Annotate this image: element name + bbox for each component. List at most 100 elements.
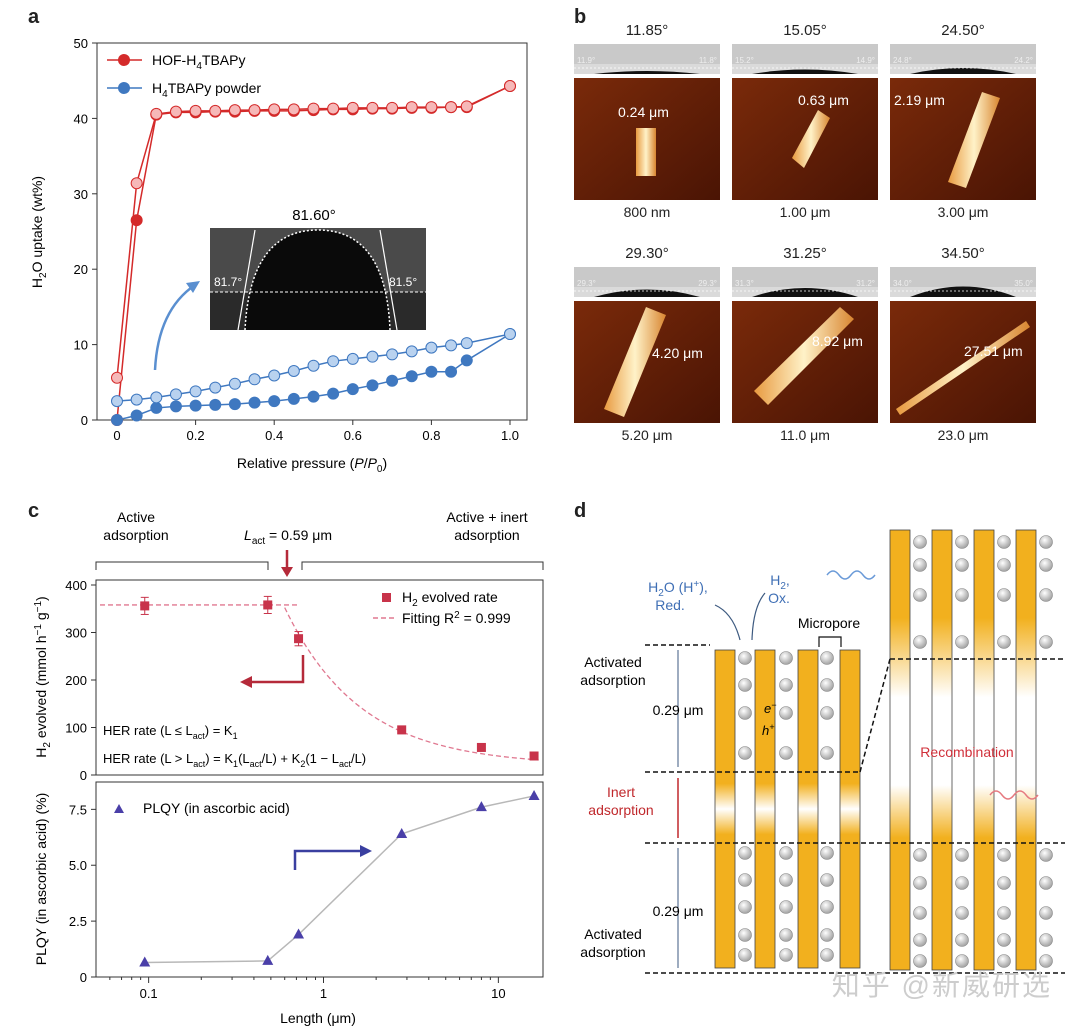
y-tick-label: 2.5 (69, 914, 87, 929)
data-point (405, 345, 418, 358)
data-point (346, 383, 359, 396)
micropore (955, 848, 969, 862)
data-point (130, 409, 143, 422)
plqy-point (396, 827, 408, 838)
micropore (779, 948, 793, 962)
label-micropore: Micropore (798, 615, 860, 631)
fit-curve (284, 607, 539, 761)
x-tick-label: 1 (320, 986, 327, 1001)
afm-height-image (890, 78, 1036, 200)
micropore (913, 588, 927, 602)
data-point (169, 105, 182, 118)
crystal-rod (714, 649, 736, 969)
micropore (738, 928, 752, 942)
micropore (955, 933, 969, 947)
legend-plqy: PLQY (in ascorbic acid) (143, 800, 290, 816)
scale-bar-label: 3.00 μm (890, 204, 1036, 220)
micropore (997, 848, 1011, 862)
afm-height-image (890, 301, 1036, 423)
legend-label-powder: H4TBAPy powder (152, 80, 261, 100)
micropore (820, 873, 834, 887)
data-point (111, 371, 123, 384)
data-point (248, 396, 261, 409)
plqy-axis-pointer (293, 849, 363, 870)
y-tick-label: 10 (74, 338, 88, 353)
micropore (779, 651, 793, 665)
micropore (820, 846, 834, 860)
plqy-line (144, 795, 535, 964)
data-point (366, 379, 379, 392)
droplet-profile-image (574, 267, 720, 297)
plot-c-bottom-frame (95, 781, 544, 978)
legend-marker-powder (118, 82, 130, 94)
arrow-h2o-in (714, 604, 741, 641)
data-point (228, 104, 241, 117)
x-tick-label: 0.1 (140, 986, 158, 1001)
micropore (820, 651, 834, 665)
bracket-active (95, 561, 269, 570)
data-point (425, 101, 438, 114)
crystal-rod (797, 649, 819, 969)
micropore (997, 954, 1011, 968)
annot-active-1: Active (117, 509, 155, 525)
plot-c-top-marks: 0 100 200 300 400 (65, 578, 539, 783)
micropore (779, 900, 793, 914)
droplet-angle-left: 31.3° (735, 279, 754, 288)
bracket-inert (301, 561, 544, 570)
micropore (738, 678, 752, 692)
afm-tile: 29.30° 29.3° 29.3° 4.20 μm 5.20 μm (574, 245, 720, 450)
droplet-angle-left: 15.2° (735, 56, 754, 65)
micropore (1039, 954, 1053, 968)
data-point (346, 101, 359, 114)
data-point (287, 392, 300, 405)
scale-bar-label: 800 nm (574, 204, 720, 220)
micropore (820, 746, 834, 760)
micropore (997, 906, 1011, 920)
micropore (913, 635, 927, 649)
rod-array (714, 529, 1053, 971)
crystal-length-label: 4.20 μm (652, 345, 703, 361)
micropore (997, 558, 1011, 572)
annot-inert-2: adsorption (454, 527, 519, 543)
data-point (386, 101, 399, 114)
label-activated-bottom-1: Activated (584, 926, 642, 942)
equation-2: HER rate (L > Lact) = K1(Lact/L) + K2(1 … (103, 751, 366, 769)
label-h2o: H2O (H+), (648, 579, 708, 599)
h2-rate-point (397, 725, 407, 735)
data-point (504, 79, 516, 92)
micropore (997, 588, 1011, 602)
micropore (779, 706, 793, 720)
data-point (445, 365, 458, 378)
contact-angle-value: 24.50° (941, 22, 985, 39)
label-activated-top-2: adsorption (580, 672, 645, 688)
data-point (189, 385, 202, 398)
micropore (913, 558, 927, 572)
micropore-bracket (818, 636, 842, 647)
droplet-angle-right: 11.8° (698, 56, 717, 65)
crystal-rod (973, 529, 995, 971)
afm-tile: 15.05° 15.2° 14.9° 0.63 μm 1.00 μm (732, 22, 878, 227)
y-tick-label: 30 (74, 187, 88, 202)
x-tick-label: 0 (113, 428, 120, 443)
data-point (307, 390, 320, 403)
droplet-angle-right: 14.9° (856, 56, 875, 65)
micropore (913, 876, 927, 890)
micropore (738, 651, 752, 665)
contact-angle-value: 11.85° (625, 22, 669, 39)
data-point (150, 391, 163, 404)
water-uptake-isotherm-chart: 0 10 20 30 40 50 0 0.2 0.4 0.6 0.8 1.0 H2O uptake … (29, 36, 528, 475)
scale-bar-label: 5.20 μm (574, 427, 720, 443)
equation-1: HER rate (L ≤ Lact) = K1 (103, 723, 238, 741)
lact-marker-arrowhead (281, 567, 293, 577)
data-point (460, 100, 473, 113)
micropore (1039, 906, 1053, 920)
adsorption-mechanism-diagram: Activated adsorption 0.29 μm Inert adsor… (580, 529, 1065, 974)
contact-angle-inset: 81.60° 81.7° 81.5° (210, 207, 426, 331)
micropore (820, 928, 834, 942)
data-point (268, 395, 281, 408)
data-point (209, 398, 222, 411)
afm-height-image (574, 301, 720, 423)
label-inert-1: Inert (607, 784, 635, 800)
data-point (445, 101, 458, 114)
data-point (130, 177, 143, 190)
